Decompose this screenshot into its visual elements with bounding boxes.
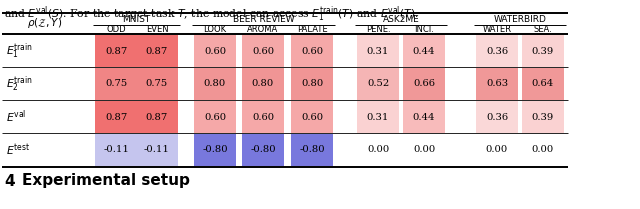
Text: $\rho(\mathcal{Z}, Y)$: $\rho(\mathcal{Z}, Y)$: [28, 17, 63, 31]
Text: 0.60: 0.60: [204, 112, 226, 121]
Text: WATER: WATER: [483, 25, 511, 34]
Bar: [194, 68, 236, 100]
Bar: [291, 101, 333, 133]
Text: Experimental setup: Experimental setup: [22, 173, 190, 189]
Bar: [403, 68, 445, 100]
Text: 0.80: 0.80: [204, 79, 226, 88]
Text: PENE.: PENE.: [365, 25, 390, 34]
Text: 0.52: 0.52: [367, 79, 389, 88]
Text: 0.00: 0.00: [486, 145, 508, 154]
Text: $\mathbf{4}$: $\mathbf{4}$: [4, 173, 16, 189]
Text: WATERBIRD: WATERBIRD: [493, 14, 547, 23]
Bar: [476, 101, 518, 133]
Bar: [136, 134, 178, 166]
Text: 0.75: 0.75: [105, 79, 127, 88]
Bar: [95, 68, 137, 100]
Bar: [95, 101, 137, 133]
Bar: [242, 134, 284, 166]
Text: 0.44: 0.44: [413, 112, 435, 121]
Bar: [291, 68, 333, 100]
Bar: [357, 68, 399, 100]
Text: 0.39: 0.39: [532, 46, 554, 56]
Text: 0.60: 0.60: [204, 46, 226, 56]
Text: $E_2^{\mathrm{train}}$: $E_2^{\mathrm{train}}$: [6, 74, 33, 94]
Text: 0.87: 0.87: [146, 112, 168, 121]
Text: 0.87: 0.87: [105, 46, 127, 56]
Bar: [136, 101, 178, 133]
Text: 0.87: 0.87: [105, 112, 127, 121]
Text: 0.31: 0.31: [367, 112, 389, 121]
Text: 0.60: 0.60: [301, 112, 323, 121]
Bar: [194, 35, 236, 67]
Text: INCI.: INCI.: [414, 25, 434, 34]
Bar: [522, 68, 564, 100]
Bar: [291, 134, 333, 166]
Bar: [194, 101, 236, 133]
Text: 0.44: 0.44: [413, 46, 435, 56]
Bar: [242, 101, 284, 133]
Text: $E^{\mathrm{test}}$: $E^{\mathrm{test}}$: [6, 142, 30, 158]
Text: 0.80: 0.80: [252, 79, 274, 88]
Text: LOOK: LOOK: [204, 25, 227, 34]
Bar: [291, 35, 333, 67]
Text: $E^{\mathrm{val}}$: $E^{\mathrm{val}}$: [6, 109, 26, 125]
Bar: [242, 68, 284, 100]
Bar: [403, 101, 445, 133]
Text: EVEN: EVEN: [146, 25, 168, 34]
Text: 0.66: 0.66: [413, 79, 435, 88]
Bar: [242, 35, 284, 67]
Text: 0.36: 0.36: [486, 46, 508, 56]
Text: PALATE: PALATE: [297, 25, 327, 34]
Text: 0.00: 0.00: [532, 145, 554, 154]
Bar: [522, 35, 564, 67]
Bar: [476, 35, 518, 67]
Text: -0.80: -0.80: [299, 145, 325, 154]
Text: 0.63: 0.63: [486, 79, 508, 88]
Bar: [95, 35, 137, 67]
Text: -0.11: -0.11: [103, 145, 129, 154]
Bar: [357, 35, 399, 67]
Text: -0.11: -0.11: [144, 145, 170, 154]
Text: 0.39: 0.39: [532, 112, 554, 121]
Text: 0.31: 0.31: [367, 46, 389, 56]
Text: 0.60: 0.60: [252, 112, 274, 121]
Text: 0.64: 0.64: [532, 79, 554, 88]
Text: 0.80: 0.80: [301, 79, 323, 88]
Text: ASK2ME: ASK2ME: [383, 14, 419, 23]
Text: AROMA: AROMA: [248, 25, 278, 34]
Text: -0.80: -0.80: [250, 145, 276, 154]
Bar: [136, 35, 178, 67]
Text: $E_1^{\mathrm{train}}$: $E_1^{\mathrm{train}}$: [6, 41, 33, 61]
Text: 0.60: 0.60: [252, 46, 274, 56]
Bar: [403, 35, 445, 67]
Bar: [194, 134, 236, 166]
Text: and $E^{\mathrm{val}}(S)$. For the target task $T$, the model can access $E_1^{\: and $E^{\mathrm{val}}(S)$. For the targe…: [4, 4, 419, 24]
Bar: [476, 68, 518, 100]
Text: 0.00: 0.00: [413, 145, 435, 154]
Bar: [95, 134, 137, 166]
Text: 0.75: 0.75: [146, 79, 168, 88]
Text: 0.36: 0.36: [486, 112, 508, 121]
Text: 0.60: 0.60: [301, 46, 323, 56]
Text: 0.87: 0.87: [146, 46, 168, 56]
Bar: [357, 101, 399, 133]
Text: BEER REVIEW: BEER REVIEW: [233, 14, 294, 23]
Bar: [522, 101, 564, 133]
Bar: [136, 68, 178, 100]
Text: MNIST: MNIST: [122, 14, 150, 23]
Text: 0.00: 0.00: [367, 145, 389, 154]
Text: ODD: ODD: [106, 25, 126, 34]
Text: -0.80: -0.80: [202, 145, 228, 154]
Text: SEA.: SEA.: [534, 25, 552, 34]
